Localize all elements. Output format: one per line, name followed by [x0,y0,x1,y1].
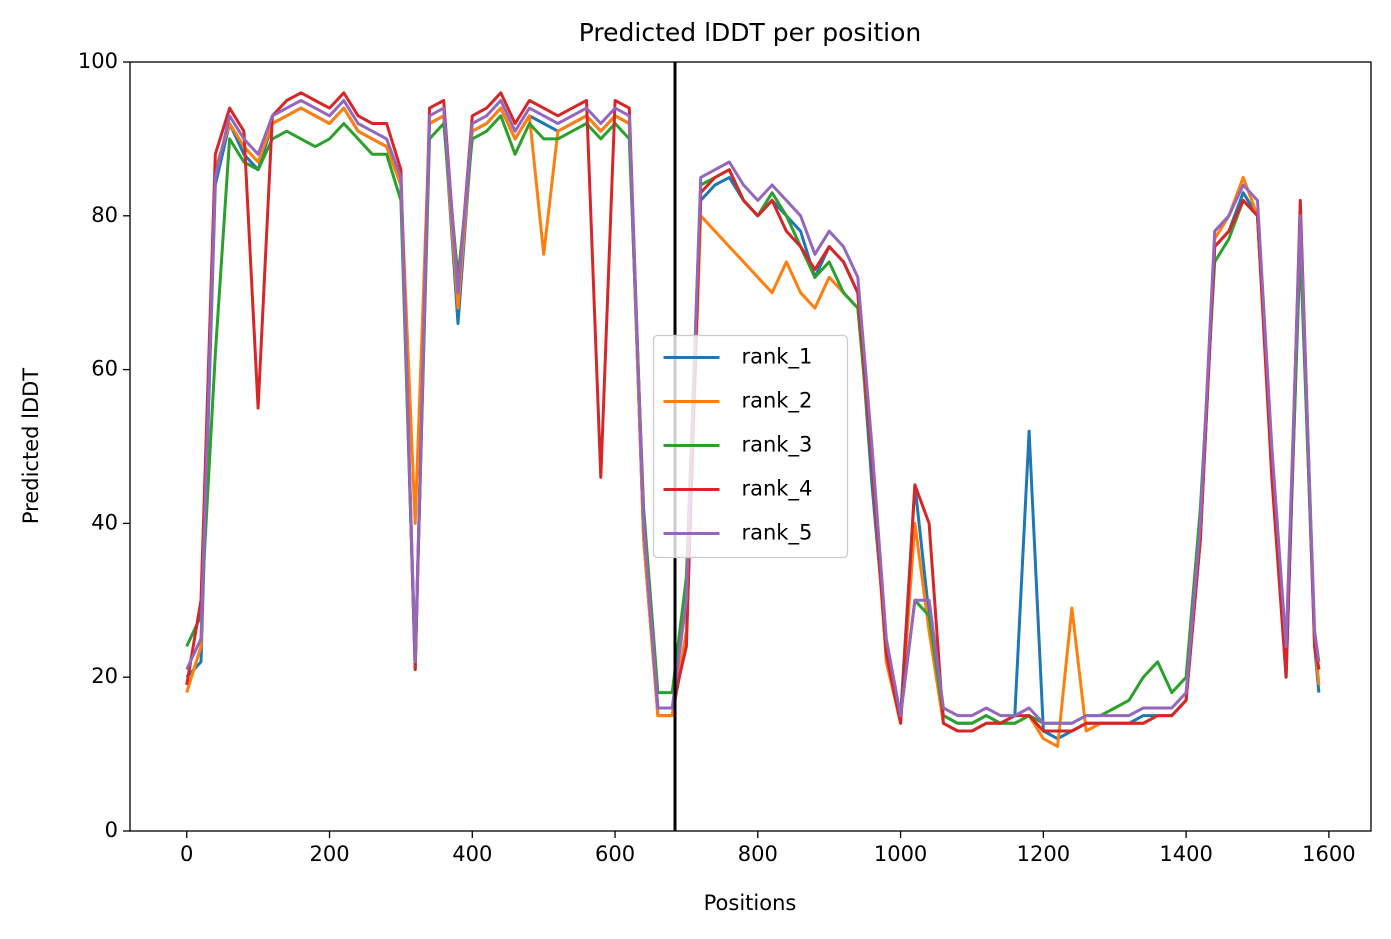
x-tick-label: 1400 [1159,842,1212,866]
y-axis-label: Predicted lDDT [19,368,43,524]
y-tick-label: 0 [105,818,118,842]
x-tick-label: 1000 [874,842,927,866]
plot-frame [129,61,1372,832]
y-tick-label: 80 [91,203,118,227]
legend-label: rank_3 [742,433,813,458]
legend-label: rank_1 [742,345,813,370]
legend-label: rank_2 [742,389,813,414]
y-tick-label: 40 [91,510,118,534]
x-tick-label: 1200 [1017,842,1070,866]
legend-label: rank_5 [742,521,813,546]
series-line [185,91,1321,733]
x-tick-label: 200 [309,842,349,866]
x-tick-label: 400 [452,842,492,866]
legend-label: rank_4 [742,477,813,502]
y-tick-label: 20 [91,664,118,688]
x-axis-label: Positions [704,891,797,915]
series-line [185,99,1321,725]
chart-title: Predicted lDDT per position [579,18,921,47]
x-tick-label: 0 [180,842,193,866]
x-tick-label: 1600 [1302,842,1355,866]
legend-box [652,334,849,559]
y-tick-label: 60 [91,357,118,381]
y-tick-label: 100 [78,49,118,73]
x-tick-label: 600 [595,842,635,866]
x-tick-label: 800 [738,842,778,866]
